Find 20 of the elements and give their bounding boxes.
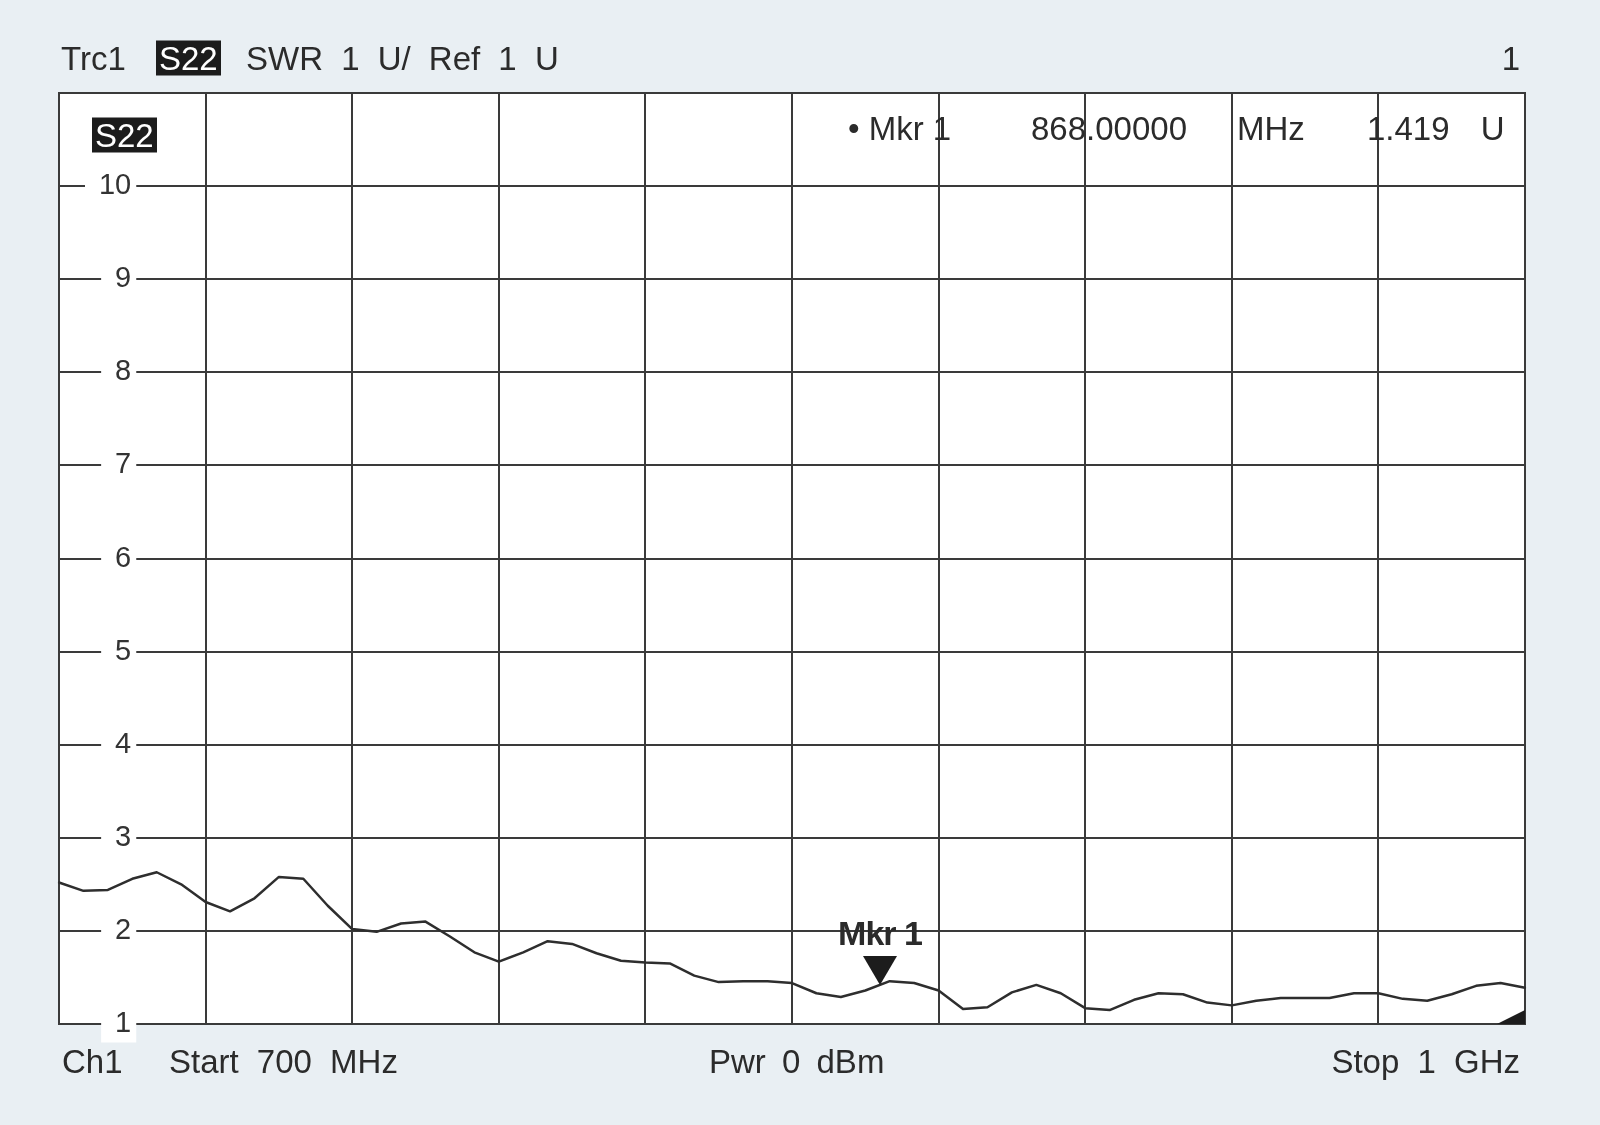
text: SWR 1 U/ Ref 1 U: [246, 39, 559, 77]
annotation: S22: [92, 116, 157, 154]
text: Pwr 0 dBm: [709, 1042, 885, 1080]
y-tick-label: 3: [115, 819, 132, 852]
annotation: MHz: [1237, 109, 1305, 147]
text: 1: [1501, 39, 1520, 77]
y-tick-label: 4: [115, 726, 132, 759]
text: S22: [156, 39, 221, 77]
y-tick-label: 8: [115, 354, 132, 387]
y-tick-label: 1: [115, 1006, 132, 1038]
text: Trc1: [61, 39, 126, 77]
y-tick-label: 6: [115, 540, 132, 573]
y-tick-label: 2: [115, 912, 132, 945]
text: Ch1: [62, 1042, 123, 1080]
y-tick-label: 10: [98, 168, 132, 201]
y-tick-label: 7: [115, 447, 132, 480]
text: Stop 1 GHz: [1331, 1042, 1520, 1080]
y-tick-label: 9: [115, 261, 132, 294]
text: Start 700 MHz: [169, 1042, 398, 1080]
y-tick-label: 5: [115, 633, 132, 666]
